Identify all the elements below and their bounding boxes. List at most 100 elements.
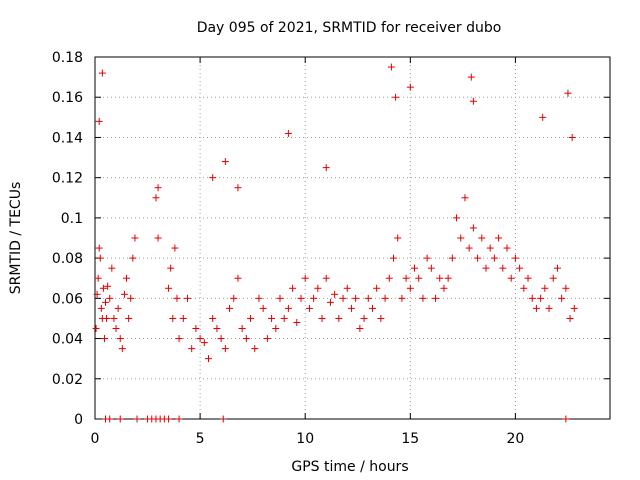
data-point: [541, 284, 549, 292]
data-point: [200, 339, 208, 347]
data-point: [268, 314, 276, 322]
data-point: [196, 335, 204, 343]
x-axis-title: GPS time / hours: [291, 459, 408, 475]
y-tick-label: 0.1: [61, 211, 83, 227]
data-point: [99, 284, 107, 292]
data-point: [127, 294, 135, 302]
data-point: [406, 284, 414, 292]
data-point: [339, 294, 347, 302]
data-point: [192, 325, 200, 332]
data-point: [112, 325, 120, 332]
y-tick-label: 0: [74, 412, 83, 428]
data-point: [289, 284, 297, 292]
data-point: [118, 345, 126, 353]
data-point: [457, 234, 465, 242]
data-point: [219, 415, 227, 423]
data-point: [490, 254, 498, 262]
data-point: [93, 290, 101, 298]
data-point: [360, 314, 368, 322]
data-point: [343, 284, 351, 292]
data-point: [453, 214, 461, 222]
data-point: [516, 264, 524, 272]
data-point: [465, 244, 473, 252]
data-point: [499, 264, 507, 272]
data-point: [221, 345, 229, 353]
data-point: [175, 335, 183, 343]
y-tick-label: 0.02: [52, 372, 83, 388]
data-point: [247, 314, 255, 322]
data-point: [419, 294, 427, 302]
data-point: [562, 415, 570, 423]
data-point: [566, 314, 574, 322]
data-point: [175, 415, 183, 423]
data-point: [110, 314, 118, 322]
data-point: [444, 274, 452, 282]
data-point: [381, 294, 389, 302]
data-point: [562, 284, 570, 292]
plot-frame: [94, 56, 611, 420]
data-point: [310, 294, 318, 302]
data-point: [167, 264, 175, 272]
data-point: [402, 274, 410, 282]
data-point: [411, 264, 419, 272]
data-point: [469, 224, 477, 232]
data-point: [280, 314, 288, 322]
data-point: [461, 194, 469, 202]
data-point: [564, 89, 572, 97]
data-point: [474, 254, 482, 262]
data-point: [230, 294, 238, 302]
data-point: [125, 314, 133, 322]
data-point: [123, 274, 131, 282]
data-point: [335, 314, 343, 322]
data-point: [165, 415, 173, 423]
y-tick-label: 0.04: [52, 332, 83, 348]
y-tick-label: 0.06: [52, 291, 83, 307]
data-point: [234, 274, 242, 282]
data-point: [347, 304, 355, 312]
y-tick-labels: 0 0.02 0.04 0.06 0.08 0.1 0.12 0.14 0.16 0.18: [52, 50, 83, 428]
data-point: [467, 73, 475, 81]
data-point: [528, 294, 536, 302]
data-point: [448, 254, 456, 262]
data-point: [95, 244, 103, 252]
y-tick-label: 0.08: [52, 251, 83, 267]
data-point: [326, 298, 334, 306]
data-point: [108, 264, 116, 272]
x-tick-label: 10: [296, 431, 314, 447]
data-point: [234, 184, 242, 192]
data-point: [114, 304, 122, 312]
data-point: [537, 294, 545, 302]
data-point: [226, 304, 234, 312]
data-point: [469, 97, 477, 105]
data-point: [103, 314, 111, 322]
data-point: [154, 234, 162, 242]
data-point: [406, 83, 414, 91]
data-point: [385, 274, 393, 282]
data-point: [209, 314, 217, 322]
data-point: [120, 290, 128, 298]
data-point: [255, 294, 263, 302]
data-point: [173, 294, 181, 302]
data-point: [392, 93, 400, 101]
data-point: [221, 158, 229, 166]
data-point: [570, 304, 578, 312]
data-point: [532, 304, 540, 312]
data-point: [276, 294, 284, 302]
data-point: [318, 314, 326, 322]
data-point: [205, 355, 213, 363]
data-point: [549, 274, 557, 282]
x-tick-label: 15: [401, 431, 419, 447]
data-point: [301, 274, 309, 282]
y-axis-title: SRMTID / TECUs: [8, 182, 24, 295]
data-point: [213, 325, 221, 332]
data-point: [154, 184, 162, 192]
data-point: [169, 314, 177, 322]
data-point: [373, 284, 381, 292]
data-point: [116, 415, 124, 423]
data-point: [129, 254, 137, 262]
data-point: [238, 325, 246, 332]
data-points: [92, 63, 578, 423]
x-tick-labels: 0 5 10 15 20: [91, 431, 525, 447]
data-point: [305, 304, 313, 312]
